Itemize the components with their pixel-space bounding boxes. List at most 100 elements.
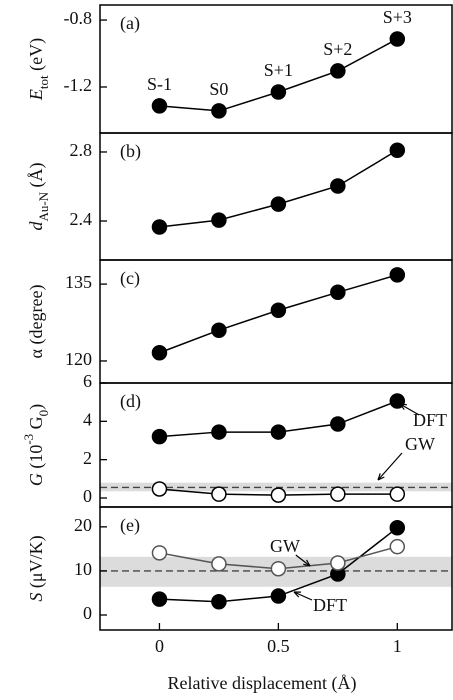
data-point (211, 486, 227, 502)
y-axis-label-part: (μV/K) (26, 535, 47, 592)
y-axis-label: dAu-N (Å) (26, 162, 51, 230)
y-axis-label-part: Au-N (36, 191, 51, 221)
y-axis-label-part: (eV) (26, 38, 47, 75)
data-point (151, 591, 168, 607)
x-tick-label: 0.5 (267, 636, 290, 656)
point-label: S+2 (323, 39, 352, 59)
y-axis-label-part: S (26, 593, 46, 602)
x-tick-label: 0 (155, 636, 164, 656)
panel: -1.2 -0.8 (a) Etot (eV) S-1 S0 S+1 S+2 S+3 (26, 4, 453, 134)
point-label: S+3 (383, 7, 412, 27)
y-tick-label: 10 (74, 559, 92, 579)
annotation-arrow (377, 452, 403, 481)
data-point (211, 424, 227, 440)
series-annotation: GW (405, 434, 435, 454)
y-tick-label: 2.8 (70, 140, 93, 160)
data-point (389, 519, 406, 536)
series-annotation: DFT (413, 410, 447, 430)
data-point (270, 487, 287, 503)
annotation-arrow (293, 591, 313, 601)
y-axis-label-part: G (26, 473, 46, 486)
y-axis-label: α (degree) (26, 285, 47, 359)
panel: 2.4 2.8 (b) dAu-N (Å) (26, 132, 453, 261)
data-point (330, 555, 346, 571)
data-point (211, 212, 227, 228)
y-axis-label-part: (Å) (26, 162, 47, 192)
data-point (151, 219, 168, 235)
y-axis-label-part: 0 (36, 410, 51, 417)
arrow-head (377, 473, 385, 481)
data-point (151, 345, 168, 361)
y-tick-label: 120 (65, 349, 92, 369)
data-point (389, 142, 406, 159)
y-tick-label: 0 (83, 486, 92, 506)
data-point (151, 428, 168, 445)
data-point (330, 63, 346, 79)
arrow-head (303, 559, 311, 567)
annotation-arrow (399, 403, 420, 416)
series-annotation: GW (270, 536, 300, 556)
y-tick-label: 2 (83, 448, 92, 468)
y-tick-label: 20 (74, 515, 92, 535)
y-axis-label-part: tot (36, 75, 51, 89)
panel: 120 135 (c) α (degree) (26, 259, 453, 384)
data-point (330, 178, 346, 194)
data-point (389, 538, 406, 555)
data-point (151, 545, 168, 561)
y-axis-label: Etot (eV) (26, 38, 51, 101)
x-tick-label: 1 (393, 636, 402, 656)
panel-label: (a) (120, 13, 140, 34)
data-point (330, 486, 346, 502)
point-label: S0 (209, 79, 228, 99)
data-point (211, 594, 227, 610)
panel-label: (d) (120, 391, 141, 412)
data-point (330, 284, 346, 301)
y-axis-label-part: (10 (26, 445, 47, 474)
data-point (270, 196, 287, 212)
y-axis-label-part: G (26, 416, 46, 434)
y-axis-label-part: α (degree) (26, 285, 47, 359)
data-point (211, 103, 227, 119)
y-tick-label: -1.2 (64, 75, 93, 95)
panel: 0 10 20 (e) S (μV/K) DFT GW 0 0.5 1 Relative displ… (26, 506, 453, 694)
arrow-head (293, 591, 302, 598)
point-label: S+1 (264, 60, 293, 80)
y-axis-label: G (10-3 G0) (21, 404, 51, 486)
y-tick-label: 4 (83, 409, 92, 429)
y-tick-label: 2.4 (70, 209, 93, 229)
data-point (211, 322, 227, 338)
y-axis-label-part: E (26, 89, 46, 101)
data-point (211, 556, 227, 572)
y-axis-label-part: -3 (21, 434, 36, 445)
y-tick-label: 0 (83, 603, 92, 623)
panel-label: (e) (120, 515, 140, 536)
data-point (270, 84, 287, 100)
y-tick-label: -0.8 (64, 8, 93, 28)
data-point (151, 481, 168, 497)
y-axis-label-part: d (26, 221, 46, 231)
panel-label: (c) (120, 268, 140, 289)
data-point (270, 302, 287, 318)
arrow-head (399, 403, 408, 410)
data-point (330, 416, 346, 432)
y-axis-label: S (μV/K) (26, 535, 47, 601)
frame (99, 506, 453, 631)
y-tick-label: 135 (65, 272, 92, 292)
x-axis-label: Relative displacement (Å) (168, 673, 357, 694)
data-point (270, 588, 287, 604)
series-line (159, 149, 398, 228)
panel-label: (b) (120, 141, 141, 162)
data-point (151, 98, 168, 114)
point-label: S-1 (147, 74, 172, 94)
y-axis-label-part: ) (26, 404, 47, 410)
data-point (270, 424, 287, 440)
data-point (389, 31, 406, 47)
data-point (270, 560, 287, 577)
data-point (389, 486, 406, 502)
annotation-arrow (295, 554, 311, 567)
data-point (389, 267, 406, 283)
y-tick-label: 6 (83, 371, 92, 391)
series-annotation: DFT (313, 595, 347, 615)
